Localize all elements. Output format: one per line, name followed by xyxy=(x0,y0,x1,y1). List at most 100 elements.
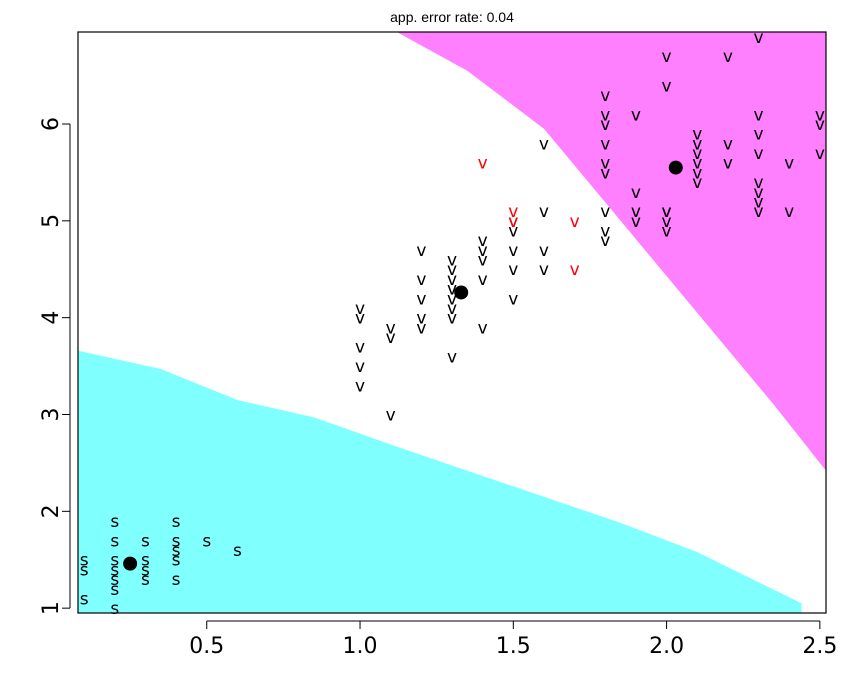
data-point-s: s xyxy=(110,551,119,571)
data-point-s: s xyxy=(172,570,181,590)
data-point-v: v xyxy=(754,173,764,193)
data-point-s: s xyxy=(110,580,119,600)
data-point-v: v xyxy=(815,144,825,164)
y-tick-label: 6 xyxy=(39,117,64,131)
data-point-v: v xyxy=(754,192,764,212)
data-point-v: v xyxy=(478,231,488,251)
data-point-v: v xyxy=(692,134,702,154)
data-point-v: v xyxy=(600,134,610,154)
data-point-v: v xyxy=(416,241,426,261)
data-point-s: s xyxy=(172,551,181,571)
data-point-v: v xyxy=(662,47,672,67)
y-tick-label: 4 xyxy=(39,311,64,325)
data-point-s: s xyxy=(110,599,119,619)
data-point-v: v xyxy=(723,134,733,154)
data-point-v: v xyxy=(508,212,518,232)
data-point-v: v xyxy=(600,86,610,106)
data-point-s: s xyxy=(110,560,119,580)
data-point-v: v xyxy=(631,202,641,222)
data-point-v: v xyxy=(754,183,764,203)
data-point-v: v xyxy=(631,105,641,125)
data-point-v: v xyxy=(754,28,764,48)
data-point-s: s xyxy=(80,589,89,609)
data-point-v: v xyxy=(478,241,488,261)
data-point-v: v xyxy=(447,347,457,367)
data-point-v: v xyxy=(754,144,764,164)
y-axis: 1 2 3 4 5 6 xyxy=(39,117,71,615)
data-point-v: v xyxy=(447,251,457,271)
data-point-v: v xyxy=(539,202,549,222)
data-point-v: v xyxy=(600,115,610,135)
data-point-s: s xyxy=(172,512,181,532)
data-point-v: v xyxy=(662,202,672,222)
data-point-v: v xyxy=(386,318,396,338)
data-point-v: v xyxy=(447,299,457,319)
data-point-v: v xyxy=(416,309,426,329)
x-tick-label: 0.5 xyxy=(189,634,224,659)
data-point-v: v xyxy=(662,202,672,222)
x-tick-label: 2.5 xyxy=(802,634,837,659)
centroid-point xyxy=(454,285,469,300)
x-axis: 0.5 1.0 1.5 2.0 2.5 xyxy=(189,620,837,659)
misclassified-point: v xyxy=(508,212,518,232)
region-magenta xyxy=(396,32,826,471)
data-point-v: v xyxy=(723,47,733,67)
data-point-v: v xyxy=(692,125,702,145)
y-tick-label: 2 xyxy=(39,504,64,518)
data-point-v: v xyxy=(478,318,488,338)
data-point-v: v xyxy=(600,105,610,125)
x-tick-label: 2.0 xyxy=(649,634,684,659)
data-point-v: v xyxy=(386,328,396,348)
data-point-v: v xyxy=(355,299,365,319)
data-point-v: v xyxy=(416,270,426,290)
data-point-s: s xyxy=(80,560,89,580)
data-point-v: v xyxy=(600,202,610,222)
data-point-v: v xyxy=(600,222,610,242)
data-point-s: s xyxy=(80,551,89,571)
data-point-v: v xyxy=(508,289,518,309)
data-point-s: s xyxy=(141,570,150,590)
data-point-v: v xyxy=(355,376,365,396)
centroid-point xyxy=(123,556,138,571)
data-point-v: v xyxy=(447,270,457,290)
data-point-v: v xyxy=(662,212,672,232)
class-centroids xyxy=(123,160,683,571)
misclassified-point: v xyxy=(478,154,488,174)
data-point-v: v xyxy=(447,280,457,300)
data-point-s: s xyxy=(172,541,181,561)
data-point-v: v xyxy=(508,241,518,261)
data-point-v: v xyxy=(692,144,702,164)
data-point-v: v xyxy=(754,202,764,222)
data-point-v: v xyxy=(416,289,426,309)
data-point-v: v xyxy=(662,222,672,242)
data-point-s: s xyxy=(141,531,150,551)
data-point-s: s xyxy=(110,512,119,532)
data-point-v: v xyxy=(447,309,457,329)
data-point-s: s xyxy=(233,541,242,561)
data-point-s: s xyxy=(110,531,119,551)
data-point-s: s xyxy=(172,531,181,551)
data-point-v: v xyxy=(478,251,488,271)
data-point-v: v xyxy=(539,134,549,154)
data-point-v: v xyxy=(600,163,610,183)
data-point-v: v xyxy=(600,154,610,174)
plot-frame xyxy=(77,31,827,614)
data-point-v: v xyxy=(692,163,702,183)
y-tick-label: 3 xyxy=(39,407,64,421)
data-point-v: v xyxy=(754,125,764,145)
misclassified-point: v xyxy=(508,202,518,222)
data-point-v: v xyxy=(631,212,641,232)
data-point-v: v xyxy=(662,76,672,96)
data-point-v: v xyxy=(784,154,794,174)
data-point-v: v xyxy=(815,115,825,135)
data-point-v: v xyxy=(539,260,549,280)
data-point-v: v xyxy=(478,270,488,290)
data-point-v: v xyxy=(754,105,764,125)
data-point-v: v xyxy=(355,338,365,358)
data-point-v: v xyxy=(692,173,702,193)
misclassified-point: v xyxy=(570,260,580,280)
data-point-v: v xyxy=(631,183,641,203)
data-point-s: s xyxy=(141,551,150,571)
